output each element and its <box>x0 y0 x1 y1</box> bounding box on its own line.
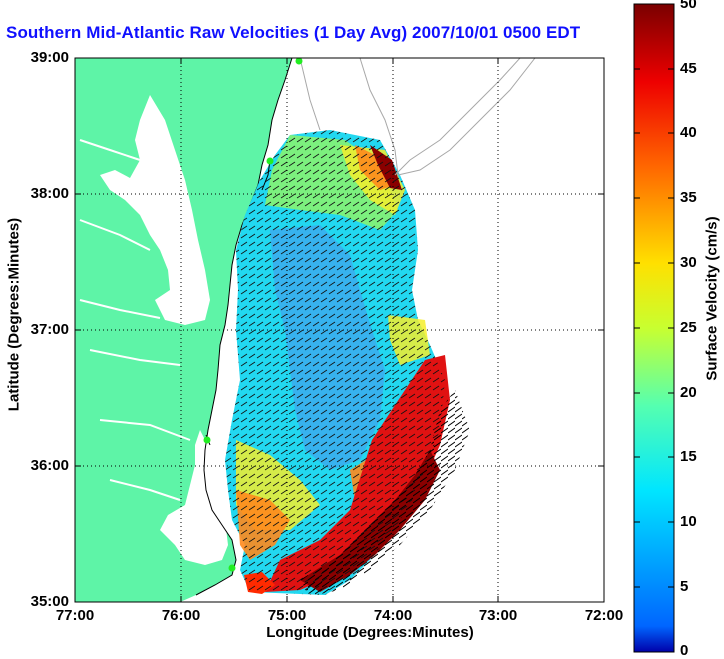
colorbar-tick-label: 40 <box>680 124 697 141</box>
colorbar-tick-label: 35 <box>680 189 697 206</box>
y-tick-label: 36:00 <box>30 457 69 474</box>
y-axis-label: Latitude (Degrees:Minutes) <box>5 217 23 412</box>
station-marker <box>203 436 211 444</box>
delmarva-coast <box>195 58 293 596</box>
station-marker <box>228 564 236 572</box>
colorbar-tick-label: 10 <box>680 513 697 530</box>
colorbar-tick-label: 20 <box>680 384 697 401</box>
chesapeake-bay <box>100 95 210 325</box>
y-tick-label: 38:00 <box>30 185 69 202</box>
map-title: Southern Mid-Atlantic Raw Velocities (1 … <box>6 23 581 42</box>
colorbar-ticks <box>634 68 674 588</box>
x-axis-label: Longitude (Degrees:Minutes) <box>266 624 474 641</box>
colorbar-tick-label: 50 <box>680 0 697 12</box>
colorbar-tick-label: 0 <box>680 642 689 659</box>
colorbar-tick-label: 15 <box>680 448 697 465</box>
x-tick-label: 75:00 <box>267 607 307 624</box>
station-marker <box>295 58 303 65</box>
map-grid <box>75 58 604 602</box>
x-tick-label: 74:00 <box>373 607 413 624</box>
x-tick-label: 73:00 <box>478 607 518 624</box>
velocity-arrows <box>225 130 445 595</box>
colorbar-tick-label: 5 <box>680 578 689 595</box>
colorbar-tick-label: 45 <box>680 60 697 77</box>
colorbar-tick-label: 30 <box>680 254 697 271</box>
colorbar-tick-label: 25 <box>680 319 697 336</box>
river-inlets <box>79 139 191 501</box>
y-tick-label: 39:00 <box>30 49 69 66</box>
colorbar-label: Surface Velocity (cm/s) <box>703 216 721 381</box>
x-tick-label: 77:00 <box>55 607 95 624</box>
x-tick-label: 72:00 <box>584 607 624 624</box>
velocity-arrows-dense <box>300 390 470 596</box>
plot-ticks <box>75 58 604 602</box>
x-tick-label: 76:00 <box>161 607 201 624</box>
station-marker <box>266 157 274 165</box>
pamlico-sound <box>160 430 228 565</box>
y-tick-label: 37:00 <box>30 321 69 338</box>
y-tick-label: 35:00 <box>30 593 69 610</box>
bathymetry-contour <box>299 58 536 176</box>
